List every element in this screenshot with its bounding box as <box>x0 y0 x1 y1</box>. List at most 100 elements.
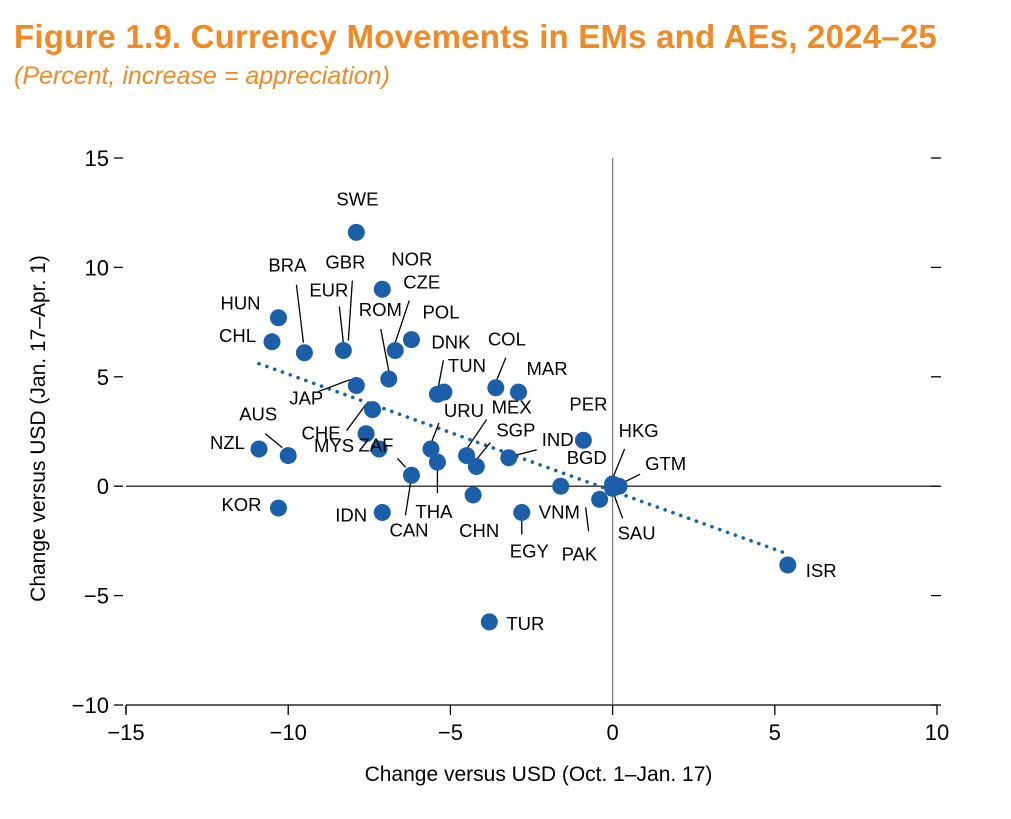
leader-eur <box>338 306 344 343</box>
point-mar <box>510 383 528 401</box>
point-cze <box>386 342 404 360</box>
leader-sau <box>613 496 624 519</box>
point-tur <box>480 613 498 631</box>
point-per <box>574 431 592 449</box>
label-idn: IDN <box>335 504 367 525</box>
leader-can <box>404 483 412 516</box>
label-kor: KOR <box>221 494 261 515</box>
label-swe: SWE <box>336 188 378 209</box>
points-group <box>250 223 797 631</box>
label-nor: NOR <box>391 248 432 269</box>
label-hun: HUN <box>220 293 260 314</box>
leader-rom <box>380 328 390 372</box>
label-can: CAN <box>389 519 428 540</box>
label-rom: ROM <box>359 299 402 320</box>
leader-uru <box>431 422 440 442</box>
leader-bra <box>295 284 305 343</box>
leader-che <box>346 403 368 432</box>
label-egy: EGY <box>510 540 549 561</box>
label-hkg: HKG <box>619 420 659 441</box>
y-tick-label: −10 <box>72 693 109 718</box>
point-sgp <box>467 458 485 476</box>
point-vnm <box>513 503 531 521</box>
y-tick-label: 15 <box>85 146 109 171</box>
y-tick-label: 0 <box>97 474 109 499</box>
label-mex: MEX <box>492 397 532 418</box>
label-per: PER <box>569 393 607 414</box>
label-sgp: SGP <box>496 420 535 441</box>
leader-zaf <box>396 457 406 468</box>
point-aus <box>279 447 297 465</box>
point-idn <box>373 503 391 521</box>
point-pol <box>402 331 420 349</box>
label-chn: CHN <box>459 520 499 541</box>
label-pol: POL <box>422 302 459 323</box>
point-chn <box>464 486 482 504</box>
label-gtm: GTM <box>645 453 686 474</box>
label-gbr: GBR <box>325 252 365 273</box>
y-axis-title: Change versus USD (Jan. 17–Apr. 1) <box>27 255 50 602</box>
point-jap <box>347 377 365 395</box>
leader-dnk <box>437 360 445 387</box>
label-ind: IND <box>542 429 574 450</box>
leader-cze <box>394 300 410 343</box>
leader-pak <box>584 507 590 532</box>
leader-col <box>496 357 507 380</box>
point-mex <box>458 447 476 465</box>
x-tick-label: −10 <box>270 720 307 745</box>
point-chl <box>263 333 281 351</box>
chart-subtitle: (Percent, increase = appreciation) <box>14 62 390 90</box>
point-gbr <box>334 342 352 360</box>
leader-gtm <box>623 473 641 483</box>
x-tick-label: −15 <box>107 720 144 745</box>
point-nor <box>373 280 391 298</box>
point-swe <box>347 223 365 241</box>
point-tha <box>428 453 446 471</box>
label-uru: URU <box>444 400 484 421</box>
point-nzl <box>250 440 268 458</box>
leader-jap <box>318 378 351 393</box>
label-vnm: VNM <box>539 501 580 522</box>
label-che: CHE <box>302 423 341 444</box>
x-axis-title: Change versus USD (Oct. 1–Jan. 17) <box>365 763 713 786</box>
label-bra: BRA <box>268 255 307 276</box>
trendline <box>257 361 790 556</box>
point-bra <box>295 344 313 362</box>
x-tick-label: −5 <box>438 720 463 745</box>
label-tur: TUR <box>506 613 544 634</box>
x-tick-label: 0 <box>606 720 618 745</box>
label-tun: TUN <box>448 355 486 376</box>
trendline-group <box>257 361 790 556</box>
label-sau: SAU <box>618 522 656 543</box>
label-pak: PAK <box>562 543 598 564</box>
label-cze: CZE <box>403 272 440 293</box>
point-rom <box>380 370 398 388</box>
leader-lines-group <box>264 280 641 535</box>
x-tick-label: 5 <box>769 720 781 745</box>
label-mys: MYS <box>314 435 354 456</box>
point-col <box>487 379 505 397</box>
point-pak <box>591 490 609 508</box>
label-eur: EUR <box>309 280 348 301</box>
leader-sgp <box>476 442 491 459</box>
leader-ind <box>513 449 537 457</box>
point-che <box>364 401 382 419</box>
label-bgd: BGD <box>567 447 607 468</box>
leader-hkg <box>612 448 626 477</box>
point-mys2 <box>357 425 375 443</box>
y-tick-label: −5 <box>84 584 109 609</box>
point-isr <box>779 556 797 574</box>
label-isr: ISR <box>806 560 837 581</box>
x-tick-label: 10 <box>925 720 949 745</box>
label-dnk: DNK <box>431 331 471 352</box>
chart-title: Figure 1.9. Currency Movements in EMs an… <box>14 18 937 55</box>
point-mys <box>370 440 388 458</box>
label-jap: JAP <box>289 388 323 409</box>
label-chl: CHL <box>219 325 256 346</box>
leader-gbr <box>347 280 353 341</box>
point-kor <box>269 499 287 517</box>
y-tick-label: 10 <box>85 255 109 280</box>
point-tun <box>435 383 453 401</box>
y-tick-label: 5 <box>97 365 109 390</box>
